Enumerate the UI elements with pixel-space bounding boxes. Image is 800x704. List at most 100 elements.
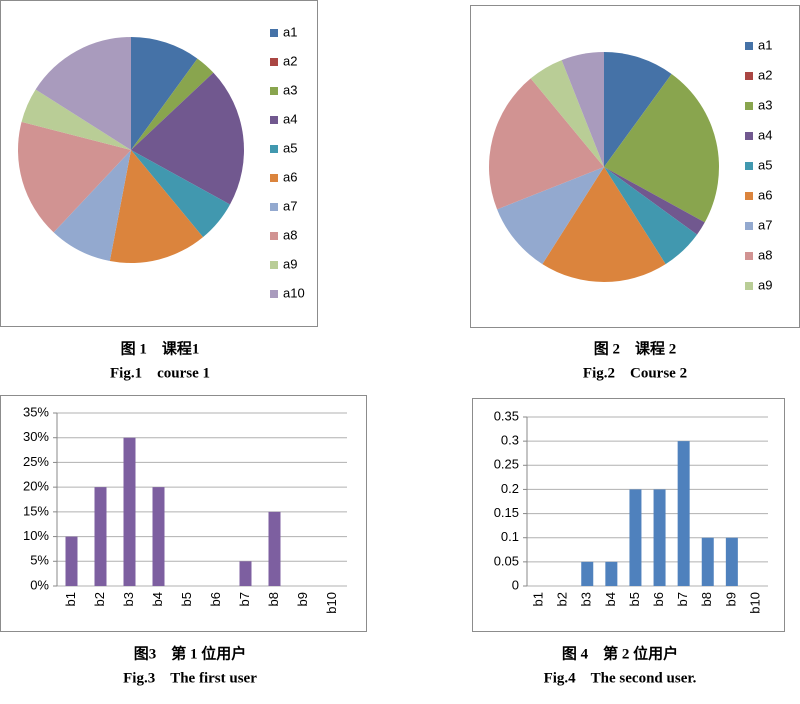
bar [152, 487, 165, 586]
y-tick-label: 0 [512, 577, 519, 592]
legend-swatch [745, 192, 753, 200]
x-tick-label: b6 [208, 592, 223, 606]
y-tick-label: 0.25 [494, 457, 519, 472]
y-tick-label: 25% [23, 454, 49, 469]
x-tick-label: b10 [324, 592, 339, 614]
x-tick-label: b10 [747, 592, 762, 614]
legend-label: a2 [283, 53, 297, 68]
y-tick-label: 5% [30, 553, 49, 568]
y-tick-label: 10% [23, 528, 49, 543]
y-tick-label: 15% [23, 503, 49, 518]
caption: 图 2 课程 2 [594, 340, 677, 357]
x-tick-label: b8 [266, 592, 281, 606]
pie-slice [604, 167, 705, 235]
pie-slice [53, 150, 131, 261]
legend-swatch [270, 290, 278, 298]
legend-swatch [745, 222, 753, 230]
legend-swatch [745, 42, 753, 50]
bar [653, 489, 666, 586]
legend-swatch [270, 174, 278, 182]
pie-slice [18, 121, 131, 233]
y-tick-label: 0.05 [494, 553, 519, 568]
caption: Fig.4 The second user. [544, 670, 697, 686]
y-tick-label: 0.15 [494, 505, 519, 520]
bar [725, 537, 738, 586]
caption: 图 1 课程1 [121, 340, 200, 357]
x-tick-label: b9 [295, 592, 310, 606]
caption: Fig.1 course 1 [110, 365, 210, 381]
legend-label: a3 [758, 97, 772, 112]
x-tick-label: b5 [627, 592, 642, 606]
legend-swatch [270, 261, 278, 269]
legend-label: a1 [283, 24, 297, 39]
pie-slice [604, 167, 698, 265]
pie-slice [530, 60, 604, 168]
legend-swatch [745, 132, 753, 140]
pie-slice [109, 150, 204, 263]
bar [65, 536, 78, 586]
pie-slice [131, 58, 214, 150]
legend-label: a5 [283, 140, 297, 155]
pie-slice [131, 72, 244, 205]
x-tick-label: b2 [555, 592, 570, 606]
y-tick-label: 0% [30, 577, 49, 592]
y-tick-label: 0.3 [501, 433, 519, 448]
x-tick-label: b9 [723, 592, 738, 606]
pie-slice [21, 89, 131, 150]
legend-label: a8 [758, 247, 772, 262]
pie-slice [604, 73, 720, 223]
x-tick-label: b7 [675, 592, 690, 606]
caption: 图 4 第 2 位用户 [562, 644, 678, 662]
bar [94, 487, 107, 586]
caption: 图3 第 1 位用户 [134, 644, 247, 662]
y-tick-label: 0.35 [494, 408, 519, 423]
legend-label: a3 [283, 82, 297, 97]
pie-slice [489, 78, 604, 210]
legend-label: a9 [758, 277, 772, 292]
pie-slice [561, 52, 604, 167]
x-tick-label: b1 [63, 592, 78, 606]
x-tick-label: b4 [150, 592, 165, 606]
legend-label: a5 [758, 157, 772, 172]
y-tick-label: 0.2 [501, 481, 519, 496]
legend-label: a4 [758, 127, 772, 142]
x-tick-label: b6 [651, 592, 666, 606]
legend-swatch [270, 29, 278, 37]
legend-label: a7 [758, 217, 772, 232]
bar [677, 441, 690, 586]
pie-slice [131, 150, 231, 238]
legend-label: a2 [758, 67, 772, 82]
bar [123, 437, 136, 586]
bar [268, 511, 281, 586]
pie-slice [497, 167, 604, 265]
x-tick-label: b5 [179, 592, 194, 606]
bar [581, 561, 594, 586]
x-tick-label: b3 [579, 592, 594, 606]
legend-swatch [270, 116, 278, 124]
bar [239, 561, 252, 586]
y-tick-label: 20% [23, 479, 49, 494]
legend-swatch [270, 145, 278, 153]
caption: Fig.3 The first user [123, 670, 257, 686]
y-tick-label: 30% [23, 429, 49, 444]
legend-swatch [745, 102, 753, 110]
legend-label: a6 [758, 187, 772, 202]
chart-frame [0, 395, 367, 632]
legend-swatch [745, 162, 753, 170]
legend-swatch [745, 72, 753, 80]
legend-label: a9 [283, 256, 297, 271]
legend-label: a7 [283, 198, 297, 213]
x-tick-label: b1 [530, 592, 545, 606]
legend-label: a4 [283, 111, 297, 126]
bar [701, 537, 714, 586]
chart-frame [472, 398, 785, 632]
legend-label: a10 [283, 285, 305, 300]
legend-label: a1 [758, 37, 772, 52]
x-tick-label: b2 [92, 592, 107, 606]
x-tick-label: b3 [121, 592, 136, 606]
legend-swatch [270, 58, 278, 66]
caption: Fig.2 Course 2 [583, 365, 687, 381]
x-tick-label: b8 [699, 592, 714, 606]
x-tick-label: b7 [237, 592, 252, 606]
